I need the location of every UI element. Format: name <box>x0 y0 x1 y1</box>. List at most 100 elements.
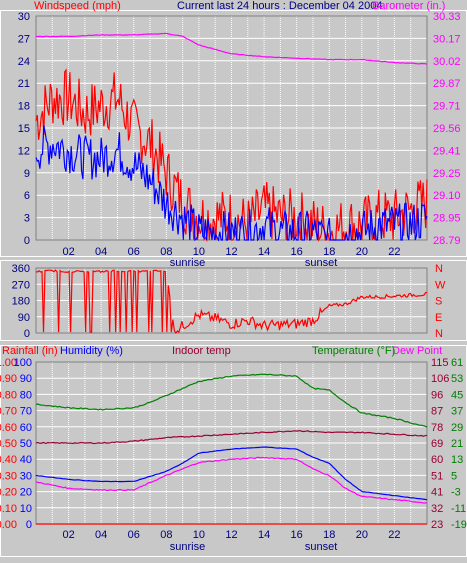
sunrise-label-2: sunrise <box>170 541 205 553</box>
temp-tick-label: 87 <box>431 406 443 418</box>
direction-line <box>35 269 428 335</box>
rain-tick-label: 0.50 <box>0 438 17 450</box>
temp-tick-label: 60 <box>431 454 443 466</box>
compass-tick-label: N <box>435 328 443 340</box>
wind-tick-label: 0 <box>24 235 30 247</box>
temp-tick-label: 106 <box>431 373 449 385</box>
temp-tick-label: 51 <box>431 470 443 482</box>
dew-tick-label: 53 <box>451 373 463 385</box>
wind-x-tick-label: 12 <box>225 246 237 258</box>
wind-average-line <box>35 125 428 242</box>
compass-tick-label: S <box>435 296 442 308</box>
barometer-title: Barometer (in.) <box>372 0 445 12</box>
dew-tick-label: 29 <box>451 422 463 434</box>
direction-tick-label: 180 <box>12 296 30 308</box>
wind-x-tick-label: 10 <box>193 246 205 258</box>
rain-tick-label: 0.90 <box>0 373 17 385</box>
temp-x-tick-label: 18 <box>323 529 335 541</box>
temp-x-tick-label: 20 <box>356 529 368 541</box>
dew-tick-label: 21 <box>451 438 463 450</box>
wind-x-tick-label: 22 <box>388 246 400 258</box>
compass-tick-label: N <box>435 263 443 275</box>
temp-tick-label: 32 <box>431 503 443 515</box>
direction-tick-label: 360 <box>12 263 30 275</box>
wind-x-tick-label: 20 <box>356 246 368 258</box>
wind-x-tick-label: 16 <box>291 246 303 258</box>
dew-tick-label: -11 <box>451 503 466 515</box>
wind-x-tick-label: 04 <box>95 246 107 258</box>
humidity-tick-label: 80 <box>20 389 32 401</box>
dew-tick-label: 61 <box>451 357 463 369</box>
humidity-tick-label: 20 <box>20 487 32 499</box>
humidity-tick-label: 70 <box>20 406 32 418</box>
dewpoint-title: Dew Point <box>392 345 442 357</box>
wind-x-tick-label: 14 <box>258 246 270 258</box>
wind-tick-label: 18 <box>18 101 30 113</box>
wind-title: Windspeed (mph) <box>34 0 121 12</box>
temperature-title: Temperature (°F) <box>312 345 395 357</box>
dew-tick-label: 45 <box>451 389 463 401</box>
indoor-temp-line <box>35 429 428 445</box>
humidity-tick-label: 30 <box>20 470 32 482</box>
dew-tick-label: 37 <box>451 406 463 418</box>
rain-tick-label: 0.40 <box>0 454 17 466</box>
temp-tick-label: 96 <box>431 389 443 401</box>
wind-tick-label: 21 <box>18 78 30 90</box>
humidity-tick-label: 50 <box>20 438 32 450</box>
wind-tick-label: 9 <box>24 168 30 180</box>
wind-tick-label: 3 <box>24 213 30 225</box>
direction-tick-label: 270 <box>12 279 30 291</box>
sunrise-label: sunrise <box>170 257 205 269</box>
humidity-tick-label: 90 <box>20 373 32 385</box>
sunset-label: sunset <box>305 257 337 269</box>
rain-title: Rainfall (in) <box>2 345 58 357</box>
wind-tick-label: 12 <box>18 145 30 157</box>
humidity-tick-label: 0 <box>26 519 32 531</box>
wind-tick-label: 15 <box>18 123 30 135</box>
temp-x-tick-label: 22 <box>388 529 400 541</box>
chart-title: Current last 24 hours : December 04 2004 <box>177 0 382 12</box>
rain-tick-label: 1.00 <box>0 357 17 369</box>
barometer-tick-label: 29.56 <box>433 123 461 135</box>
compass-tick-label: W <box>435 279 446 291</box>
humidity-title: Humidity (%) <box>60 345 123 357</box>
temp-tick-label: 78 <box>431 422 443 434</box>
wind-tick-label: 27 <box>18 33 30 45</box>
rain-tick-label: 0.30 <box>0 470 17 482</box>
rain-tick-label: 0.10 <box>0 503 17 515</box>
temp-x-tick-label: 06 <box>128 529 140 541</box>
humidity-tick-label: 60 <box>20 422 32 434</box>
wind-barometer-plot: 30272421181512963030.3330.1730.0229.8729… <box>18 11 461 269</box>
wind-gust-line <box>35 68 428 243</box>
wind-tick-label: 24 <box>18 56 30 68</box>
dewpoint-line <box>35 446 428 501</box>
wind-tick-label: 6 <box>24 190 30 202</box>
dew-tick-label: 5 <box>451 470 457 482</box>
temp-x-tick-label: 14 <box>258 529 270 541</box>
compass-tick-label: E <box>435 312 442 324</box>
direction-tick-label: 0 <box>24 328 30 340</box>
temperature-humidity-plot: 1.00 0.90 0.80 0.70 0.60 0.50 0.40 0.30 0.20 0.10… <box>0 357 467 553</box>
barometer-tick-label: 30.33 <box>433 11 461 23</box>
dew-tick-label: -19 <box>451 519 467 531</box>
wind-x-tick-label: 06 <box>128 246 140 258</box>
barometer-tick-label: 30.02 <box>433 56 461 68</box>
wind-x-tick-label: 18 <box>323 246 335 258</box>
temperature-line <box>35 373 428 428</box>
barometer-line <box>35 32 428 65</box>
barometer-tick-label: 29.41 <box>433 145 461 157</box>
dew-tick-label: -3 <box>451 487 461 499</box>
temp-x-tick-label: 02 <box>62 529 74 541</box>
humidity-tick-label: 40 <box>20 454 32 466</box>
temp-tick-label: 23 <box>431 519 443 531</box>
dew-tick-label: 13 <box>451 454 463 466</box>
wind-x-tick-label: 02 <box>62 246 74 258</box>
temp-tick-label: 41 <box>431 487 443 499</box>
temp-x-tick-label: 12 <box>225 529 237 541</box>
temp-x-tick-label: 10 <box>193 529 205 541</box>
direction-border <box>35 267 428 334</box>
rain-tick-label: 0.00 <box>0 519 17 531</box>
